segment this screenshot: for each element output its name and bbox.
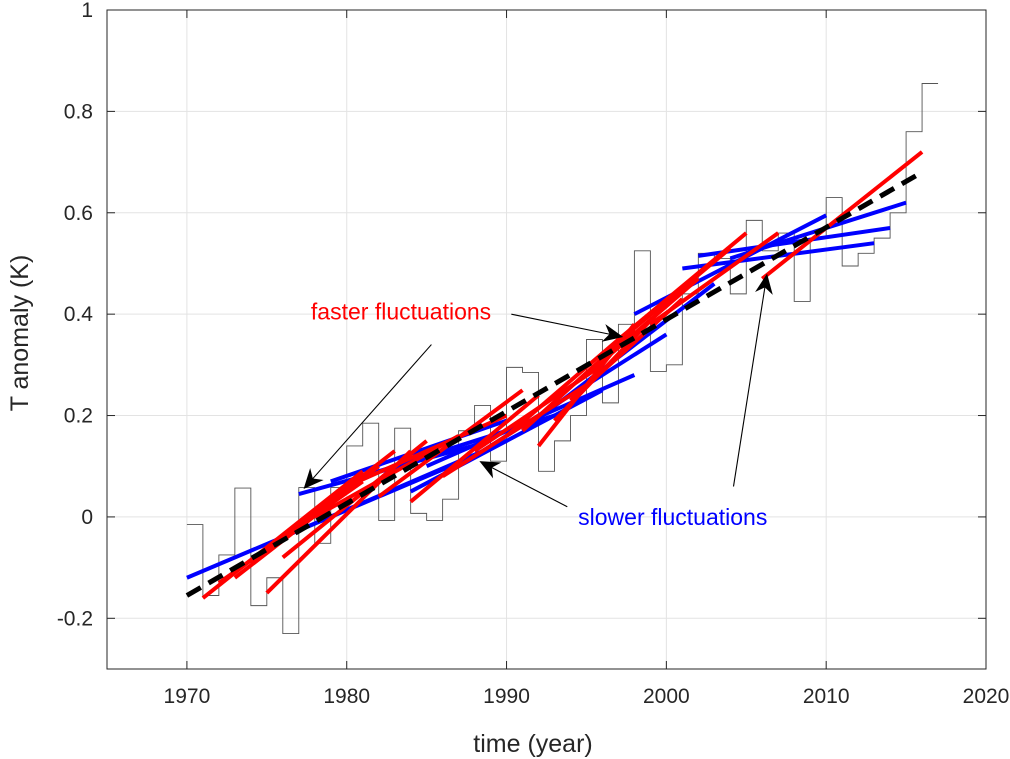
y-tick-label: 0.8 [64,100,93,123]
y-tick-label: 0 [81,506,93,529]
faster-arrow-shaft [311,344,432,480]
annotations: faster fluctuations slower fluctuations [303,273,773,530]
faster-fit-segment [761,150,924,281]
y-tick-label: 0.4 [64,303,94,326]
y-axis-label: T anomaly (K) [6,255,34,412]
slower-fit-segment [633,213,828,316]
x-axis-label: time (year) [473,730,592,758]
plot-area [185,83,939,634]
faster-fit-segment [281,439,428,560]
x-tick-label: 1970 [164,685,211,708]
faster-arrow-shaft [511,313,611,335]
x-tick-label: 2010 [803,685,850,708]
faster-fit-segment [617,231,748,342]
y-tick-label: 0.6 [64,202,93,225]
annual-anomaly-stairs [186,83,939,634]
faster-annotation-label: faster fluctuations [311,299,491,325]
slower-arrow-shaft [732,286,766,487]
slower-arrow-head [479,461,502,479]
x-tick-label: 2000 [643,685,690,708]
slower-fit-segment [698,225,891,258]
faster-arrow-head [601,324,624,342]
faster-arrow-head [303,468,324,490]
slower-arrow-head [755,273,773,295]
slower-annotation-label: slower fluctuations [578,504,767,530]
faster-fit-segment [409,393,540,504]
faster-fit-segment [585,277,700,377]
y-tick-label: 0.2 [64,405,93,428]
y-tick-label: 1 [81,0,93,22]
faster-fit-segment [649,231,780,326]
tick-labels: 1970 1980 1990 2000 2010 2020 -0.2 0 0.2 0.4 0.6 0.… [57,0,1010,708]
slower-arrow-shaft [490,466,568,508]
axes-box [106,9,987,670]
x-tick-label: 1980 [323,685,370,708]
trend-line [185,170,924,598]
axes [106,9,987,670]
x-tick-label: 2020 [963,685,1010,708]
y-tick-label: -0.2 [57,607,93,630]
x-tick-label: 1990 [483,685,530,708]
